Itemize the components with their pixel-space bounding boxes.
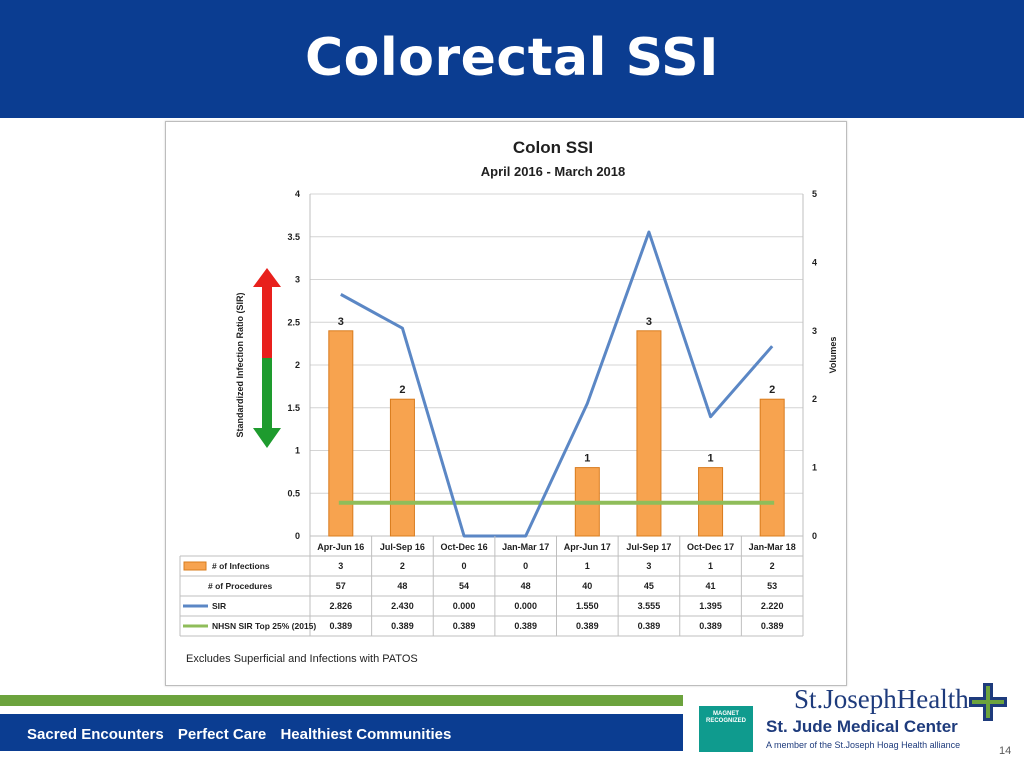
org-logo-text: St.JosephHealth [794, 684, 969, 714]
x-tick-label: Jan-Mar 18 [749, 542, 796, 552]
table-cell: 0.389 [638, 621, 661, 631]
bar-data-label: 2 [769, 384, 775, 396]
table-cell: 2.826 [330, 601, 353, 611]
footer-tagline: Sacred Encounters Perfect Care Healthies… [27, 726, 461, 743]
y-axis-title: Standardized Infection Ratio (SIR) [235, 292, 245, 437]
y2-tick-label: 2 [812, 394, 817, 404]
y2-tick-label: 1 [812, 463, 817, 473]
bar [636, 330, 662, 537]
y-tick-label: 3.5 [287, 232, 300, 242]
table-cell: 0 [462, 561, 467, 571]
table-cell: 0.389 [330, 621, 353, 631]
table-cell: 1.395 [699, 601, 722, 611]
table-cell: 1.550 [576, 601, 599, 611]
magnet-badge-text: MAGNET RECOGNIZED [705, 711, 746, 724]
table-cell: 41 [706, 581, 716, 591]
table-cell: 2.220 [761, 601, 784, 611]
table-cell: 54 [459, 581, 469, 591]
table-cell: 3 [646, 561, 651, 571]
table-cell: 0.000 [453, 601, 476, 611]
table-row-header: # of Infections [212, 561, 270, 571]
y-tick-label: 0 [295, 531, 300, 541]
slide-title: Colorectal SSI [305, 28, 719, 88]
table-cell: 1 [585, 561, 590, 571]
chart-subtitle: April 2016 - March 2018 [481, 164, 626, 179]
table-row-header: # of Procedures [208, 581, 273, 591]
table-cell: 1 [708, 561, 713, 571]
table-cell: 48 [397, 581, 407, 591]
table-cell: 0.389 [761, 621, 784, 631]
x-tick-label: Oct-Dec 17 [687, 542, 734, 552]
bar-data-label: 2 [399, 384, 405, 396]
y-tick-label: 1 [295, 446, 300, 456]
magnet-badge-logo: MAGNET RECOGNIZED [699, 706, 753, 752]
y2-tick-label: 5 [812, 189, 817, 199]
bar-data-label: 1 [708, 453, 714, 465]
table-cell: 0.389 [453, 621, 476, 631]
y2-tick-label: 4 [812, 257, 817, 267]
table-row-header: NHSN SIR Top 25% (2015) [212, 621, 316, 631]
x-tick-label: Jan-Mar 17 [502, 542, 549, 552]
table-cell: 3 [338, 561, 343, 571]
y2-tick-label: 0 [812, 531, 817, 541]
y2-axis-title: Volumes [828, 337, 838, 374]
table-cell: 2.430 [391, 601, 414, 611]
y-tick-label: 1.5 [287, 403, 300, 413]
table-cell: 53 [767, 581, 777, 591]
table-cell: 0.389 [576, 621, 599, 631]
colon-ssi-chart: Colon SSI April 2016 - March 2018 0 0.5 1 1.5… [179, 138, 838, 665]
up-arrow-icon [253, 268, 281, 358]
down-arrow-icon [253, 358, 281, 448]
bar [328, 330, 354, 537]
table-cell: 2 [770, 561, 775, 571]
x-tick-label: Jul-Sep 16 [380, 542, 425, 552]
table-cell: 0.389 [699, 621, 722, 631]
tagline-sacred-encounters: Sacred Encounters [27, 726, 164, 743]
table-cell: 2 [400, 561, 405, 571]
x-tick-label: Oct-Dec 16 [441, 542, 488, 552]
y-tick-label: 2.5 [287, 317, 300, 327]
sir-line [340, 230, 774, 538]
y-tick-label: 2 [295, 360, 300, 370]
title-bar: Colorectal SSI [0, 0, 1024, 118]
table-row-header: SIR [212, 601, 226, 611]
alliance-member-text: A member of the St.Joseph Hoag Health al… [766, 740, 961, 750]
x-tick-label: Jul-Sep 17 [626, 542, 671, 552]
footer-band [0, 714, 683, 751]
table-cell: 0.389 [514, 621, 537, 631]
bar [389, 398, 415, 537]
table-cell: 40 [582, 581, 592, 591]
cross-logo-icon [969, 683, 1007, 721]
bar-data-label: 3 [646, 316, 652, 328]
table-cell: 0.000 [514, 601, 537, 611]
y-tick-label: 4 [295, 189, 300, 199]
medical-center-name: St. Jude Medical Center [766, 717, 958, 736]
table-cell: 45 [644, 581, 654, 591]
chart-panel: Colon SSI April 2016 - March 2018 0 0.5 1 1.5… [165, 121, 847, 686]
x-tick-label: Apr-Jun 17 [564, 542, 611, 552]
table-cell: 57 [336, 581, 346, 591]
footer-green-stripe [0, 695, 683, 706]
chart-footnote: Excludes Superficial and Infections with… [186, 653, 418, 665]
y2-tick-label: 3 [812, 326, 817, 336]
chart-title: Colon SSI [513, 138, 593, 157]
y-tick-label: 3 [295, 275, 300, 285]
y-tick-label: 0.5 [287, 488, 300, 498]
table-cell: 48 [521, 581, 531, 591]
bar-data-label: 3 [338, 316, 344, 328]
table-cell: 0 [523, 561, 528, 571]
bar [759, 398, 785, 537]
page-number: 14 [999, 745, 1012, 757]
x-tick-label: Apr-Jun 16 [317, 542, 364, 552]
tagline-perfect-care: Perfect Care [177, 726, 267, 743]
legend-bar-swatch [183, 561, 207, 571]
tagline-healthiest-communities: Healthiest Communities [280, 726, 452, 743]
bar-data-label: 1 [584, 453, 590, 465]
table-cell: 0.389 [391, 621, 414, 631]
table-cell: 3.555 [638, 601, 661, 611]
